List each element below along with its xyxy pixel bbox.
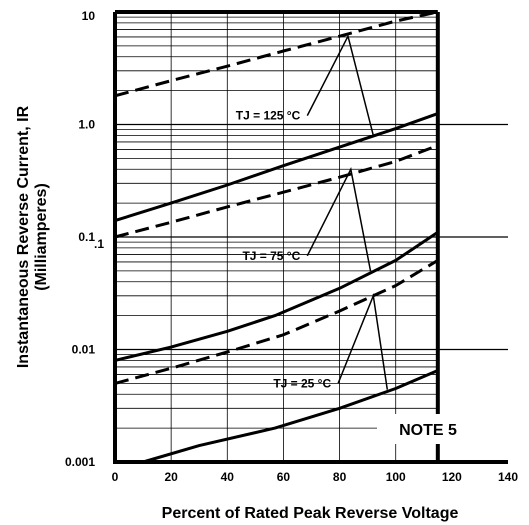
annotation-pointer-1 [306,166,372,272]
y-axis-subtitle: (Milliamperes) [33,183,50,291]
x-tick-label: 0 [112,470,119,484]
y-tick-label: 10 [82,9,96,23]
y-axis-title: Instantaneous Reverse Current, IR [15,105,32,368]
series-line-0-solid [114,112,439,223]
tick-labels: 0 20 40 60 80 100 120 140 0.001 0.01 0.1 1.0 10 .1 [65,9,518,484]
series-group [114,10,439,464]
note-box-background [377,414,479,444]
annotation-pointer-0 [306,34,375,136]
x-tick-label: 100 [386,470,406,484]
series-line-4-solid [142,369,439,464]
x-tick-label: 20 [164,470,178,484]
annotation-label-0: TJ = 125 °C [236,109,301,123]
note-box: NOTE 5 [377,414,479,444]
x-tick-label: 140 [498,470,518,484]
x-tick-label: 120 [442,470,462,484]
plot-frame [113,10,508,464]
y-tick-label: 0.01 [72,343,96,357]
grid [115,12,508,462]
annotation-pointer-2 [337,292,389,390]
y-tick-label-extra: .1 [94,237,104,251]
annotation-label-2: TJ = 25 °C [273,376,331,390]
series-line-5-dashed [114,259,439,385]
series-line-1-dashed [114,10,439,98]
note-label: NOTE 5 [399,422,457,439]
x-tick-label: 40 [221,470,235,484]
series-line-2-solid [114,231,439,362]
x-tick-label: 60 [277,470,291,484]
y-tick-label: 0.1 [78,230,95,244]
x-tick-label: 80 [333,470,347,484]
x-axis-title: Percent of Rated Peak Reverse Voltage [162,505,459,522]
annotations: TJ = 125 °C TJ = 75 °C TJ = 25 °C [236,34,389,390]
annotation-label-1: TJ = 75 °C [242,249,300,263]
y-tick-label: 0.001 [65,455,95,469]
y-tick-label: 1.0 [78,118,95,132]
series-line-3-dashed [114,144,439,239]
